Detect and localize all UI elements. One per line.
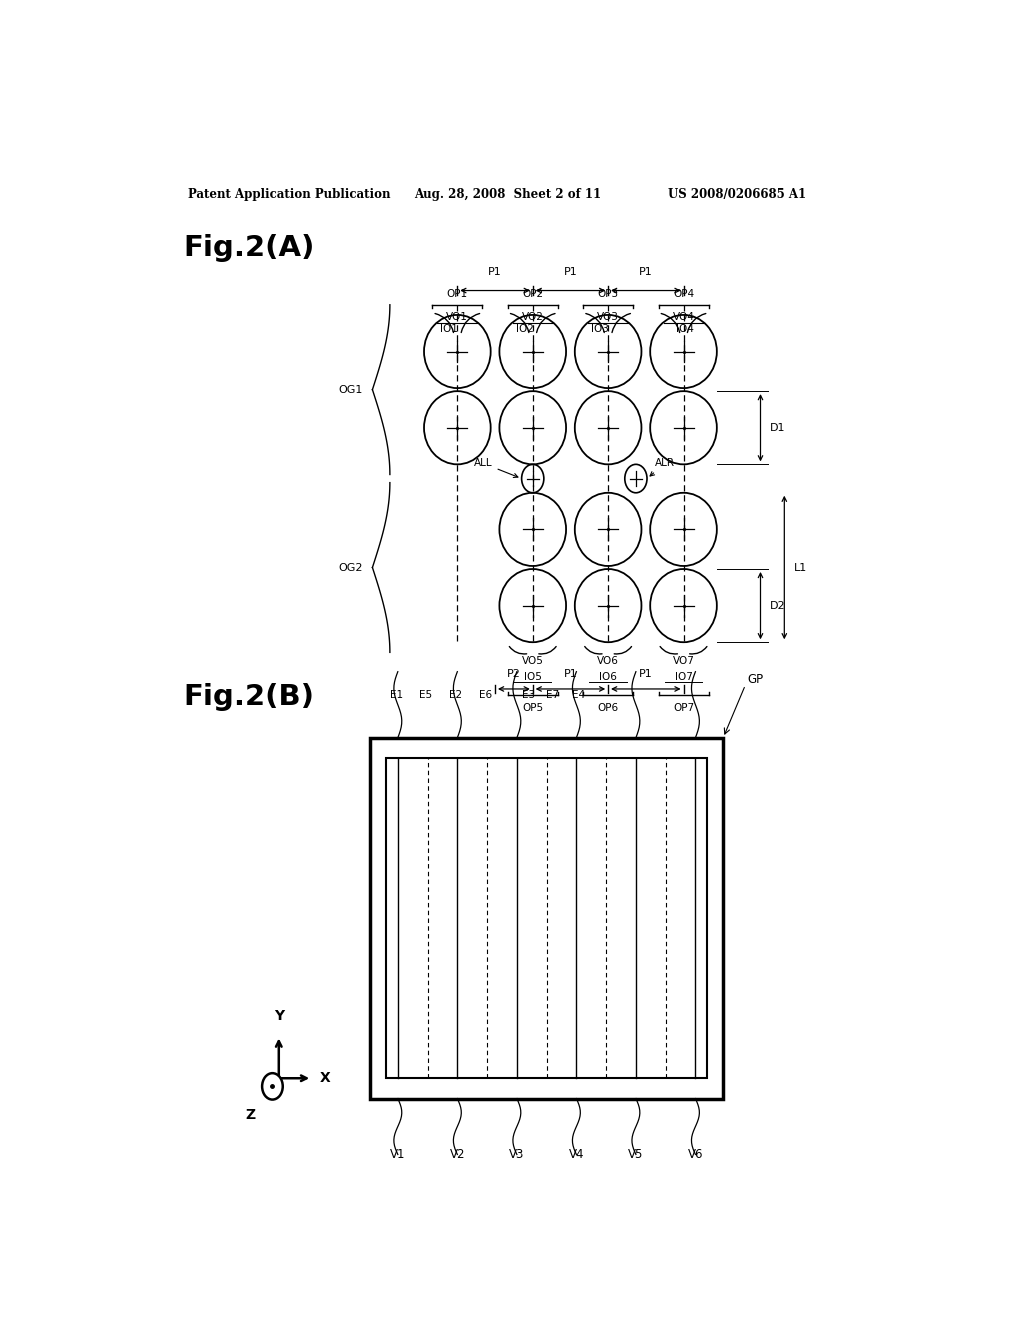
Text: IO6: IO6 xyxy=(599,672,617,681)
Text: VO6: VO6 xyxy=(597,656,620,665)
Text: E1: E1 xyxy=(390,690,402,700)
Text: IO3: IO3 xyxy=(591,325,609,334)
Text: E7: E7 xyxy=(547,690,559,700)
Text: V3: V3 xyxy=(509,1148,524,1162)
Text: US 2008/0206685 A1: US 2008/0206685 A1 xyxy=(668,189,806,202)
Text: P1: P1 xyxy=(563,268,578,277)
Text: V5: V5 xyxy=(628,1148,644,1162)
Text: OP6: OP6 xyxy=(598,704,618,713)
Text: E4: E4 xyxy=(572,690,586,700)
Text: OP1: OP1 xyxy=(446,289,468,298)
Text: D1: D1 xyxy=(770,422,785,433)
Text: V1: V1 xyxy=(390,1148,406,1162)
Text: Y: Y xyxy=(273,1010,284,1023)
Text: X: X xyxy=(321,1072,331,1085)
Text: P1: P1 xyxy=(563,669,578,678)
Text: Fig.2(A): Fig.2(A) xyxy=(183,234,315,261)
Bar xyxy=(370,738,723,1098)
Text: D2: D2 xyxy=(770,601,785,611)
Text: IO2: IO2 xyxy=(516,325,534,334)
Text: IO5: IO5 xyxy=(524,672,542,681)
Text: V2: V2 xyxy=(450,1148,465,1162)
Text: OP3: OP3 xyxy=(598,289,618,298)
Text: VO5: VO5 xyxy=(522,656,544,665)
Text: OG1: OG1 xyxy=(339,384,362,395)
Bar xyxy=(386,758,708,1078)
Text: OP4: OP4 xyxy=(673,289,694,298)
Text: IO4: IO4 xyxy=(676,325,694,334)
Text: GP: GP xyxy=(748,673,763,686)
Text: OP2: OP2 xyxy=(522,289,544,298)
Text: E5: E5 xyxy=(420,690,432,700)
Text: VO3: VO3 xyxy=(597,312,620,322)
Text: V6: V6 xyxy=(688,1148,703,1162)
Text: V4: V4 xyxy=(568,1148,584,1162)
Text: OG2: OG2 xyxy=(338,562,362,573)
Text: VO4: VO4 xyxy=(673,312,694,322)
Text: P1: P1 xyxy=(639,669,652,678)
Text: IO7: IO7 xyxy=(675,672,692,681)
Text: E2: E2 xyxy=(450,690,462,700)
Text: VO2: VO2 xyxy=(522,312,544,322)
Text: VO1: VO1 xyxy=(446,312,468,322)
Text: P2: P2 xyxy=(507,669,521,678)
Text: Fig.2(B): Fig.2(B) xyxy=(183,682,314,711)
Text: ALL: ALL xyxy=(474,458,518,478)
Text: OP5: OP5 xyxy=(522,704,544,713)
Text: VO7: VO7 xyxy=(673,656,694,665)
Text: OP7: OP7 xyxy=(673,704,694,713)
Text: E3: E3 xyxy=(522,690,536,700)
Text: Aug. 28, 2008  Sheet 2 of 11: Aug. 28, 2008 Sheet 2 of 11 xyxy=(414,189,601,202)
Text: P1: P1 xyxy=(639,268,652,277)
Text: E6: E6 xyxy=(479,690,493,700)
Text: Patent Application Publication: Patent Application Publication xyxy=(187,189,390,202)
Text: P1: P1 xyxy=(488,268,502,277)
Text: IO1: IO1 xyxy=(440,325,459,334)
Text: L1: L1 xyxy=(794,562,807,573)
Text: Z: Z xyxy=(246,1107,256,1122)
Text: ALR: ALR xyxy=(650,458,675,477)
